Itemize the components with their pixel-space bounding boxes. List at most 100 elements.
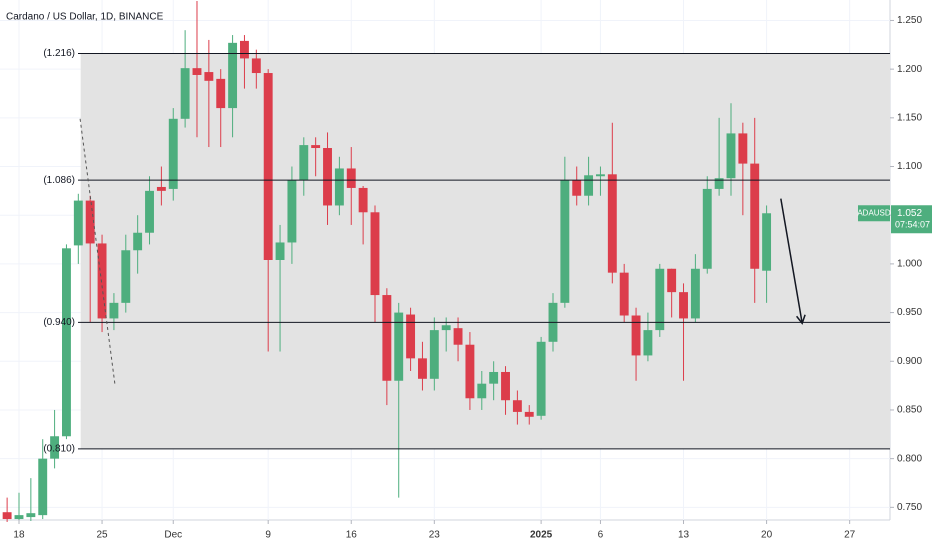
candle-body <box>109 302 119 319</box>
candle-body <box>97 243 107 319</box>
candle-body <box>62 248 71 437</box>
candle-body <box>465 344 475 399</box>
candle-body <box>240 40 249 59</box>
x-tick-label: 16 <box>346 530 358 541</box>
candle-body <box>334 168 344 206</box>
candle-body <box>358 187 368 213</box>
candle-body <box>667 268 677 293</box>
chart-title: Cardano / US Dollar, 1D, BINANCE <box>6 12 164 23</box>
candle-body <box>251 58 261 74</box>
candle-body <box>679 292 688 319</box>
candle-body <box>26 513 36 518</box>
arrow-head <box>796 314 806 325</box>
dashed-trend-line <box>79 118 116 386</box>
candle-body <box>168 118 178 189</box>
candle-body <box>133 232 143 251</box>
candle-body <box>275 242 285 260</box>
candle-body <box>584 175 594 196</box>
candle-body <box>180 68 190 119</box>
candle-body <box>346 168 356 188</box>
x-tick-label: Dec <box>164 530 182 541</box>
y-tick-label: 0.950 <box>897 307 922 318</box>
last-price-label: 1.052 <box>897 208 922 219</box>
x-tick-label: 25 <box>96 530 108 541</box>
y-tick-label: 1.100 <box>897 161 922 172</box>
x-tick-label: 20 <box>761 530 773 541</box>
candle-body <box>501 371 510 401</box>
y-tick-label: 0.850 <box>897 405 922 416</box>
candle-body <box>121 250 131 303</box>
level-label: (0.810) <box>43 444 75 455</box>
candle-body <box>477 383 487 399</box>
candle-body <box>394 312 404 381</box>
candle-body <box>382 295 392 381</box>
candle-body <box>560 180 570 303</box>
candle-body <box>489 371 499 384</box>
candle-body <box>192 68 202 75</box>
candle-body <box>714 178 724 189</box>
candle-body <box>216 78 226 109</box>
candle-body <box>429 330 439 379</box>
y-tick-label: 1.000 <box>897 259 922 270</box>
candle-body <box>441 325 451 331</box>
candle-body <box>156 186 166 191</box>
y-tick-label: 0.800 <box>897 453 922 464</box>
x-tick-label: 6 <box>598 530 604 541</box>
candle-body <box>536 341 546 416</box>
candle-body <box>85 200 95 244</box>
candle-body <box>512 400 522 412</box>
candle-body <box>726 133 736 179</box>
candle-body <box>738 133 748 164</box>
x-tick-label: 13 <box>678 530 690 541</box>
candle-body <box>702 188 712 269</box>
arrow-line <box>780 198 803 324</box>
candle-body <box>572 180 582 196</box>
countdown-label: 07:54:07 <box>895 220 930 230</box>
symbol-label-bg <box>858 205 890 222</box>
candle-body <box>643 330 653 356</box>
x-tick-label: 27 <box>844 530 856 541</box>
candle-body <box>762 213 772 271</box>
candle-body <box>690 268 700 319</box>
candle-body <box>228 42 238 109</box>
y-tick-label: 0.900 <box>897 356 922 367</box>
candles <box>2 0 772 522</box>
candle-body <box>607 174 617 273</box>
axes: 0.7500.8000.8500.9000.9501.0001.0501.100… <box>13 15 932 541</box>
candle-body <box>524 411 534 417</box>
candle-body <box>2 512 12 520</box>
x-tick-label: 2025 <box>530 530 553 541</box>
y-tick-label: 1.150 <box>897 112 922 123</box>
y-tick-label: 1.250 <box>897 15 922 26</box>
candle-body <box>655 268 665 331</box>
candle-body <box>596 174 605 177</box>
candle-body <box>73 200 83 246</box>
last-price-bg <box>891 205 932 234</box>
candle-body <box>750 163 760 269</box>
candle-body <box>145 190 154 233</box>
level-label: (1.216) <box>43 48 75 59</box>
candle-body <box>311 145 321 149</box>
candle-body <box>263 73 273 260</box>
candle-body <box>406 314 416 359</box>
candle-body <box>619 272 629 316</box>
x-tick-label: 9 <box>265 530 271 541</box>
candle-body <box>204 72 214 81</box>
candle-body <box>418 358 427 379</box>
y-tick-label: 0.750 <box>897 502 922 513</box>
y-tick-label: 1.200 <box>897 64 922 75</box>
candle-body <box>14 515 24 520</box>
symbol-label: ADAUSD <box>857 208 891 217</box>
level-label: (1.086) <box>43 175 75 186</box>
x-tick-label: 18 <box>13 530 25 541</box>
level-label: (0.940) <box>43 317 75 328</box>
candle-body <box>287 180 297 243</box>
drawings: (1.216) (1.086) (0.940) (0.810) <box>43 48 890 455</box>
candle-body <box>370 212 380 296</box>
candle-body <box>50 436 60 459</box>
candle-body <box>38 458 48 516</box>
candle-body <box>453 328 463 345</box>
candle-body <box>631 315 641 356</box>
x-tick-label: 23 <box>429 530 441 541</box>
